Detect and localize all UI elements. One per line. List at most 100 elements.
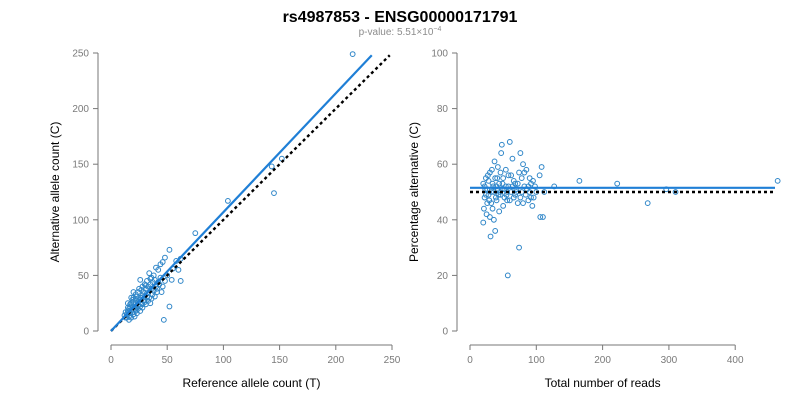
data-point: [483, 175, 489, 182]
data-point: [500, 175, 507, 182]
data-point: [530, 194, 537, 201]
data-point: [146, 270, 153, 277]
data-point: [516, 169, 522, 176]
y-tick-label: 250: [72, 49, 89, 60]
data-point: [492, 228, 499, 234]
x-tick-label: 250: [384, 355, 401, 366]
data-point: [526, 175, 533, 182]
x-tick-label: 200: [327, 355, 344, 366]
data-point: [520, 200, 526, 207]
data-point: [492, 194, 499, 201]
data-point: [162, 254, 168, 261]
data-point: [480, 180, 487, 187]
data-point: [517, 194, 524, 201]
data-point: [517, 150, 524, 156]
data-point: [142, 282, 149, 289]
x-tick-label: 50: [162, 355, 174, 366]
data-point: [480, 219, 487, 226]
data-point: [160, 316, 167, 323]
data-point: [520, 161, 526, 168]
data-point: [489, 180, 496, 187]
data-point: [509, 155, 516, 162]
y-tick-label: 150: [72, 160, 89, 171]
data-point: [518, 175, 525, 182]
data-point: [224, 197, 231, 204]
data-point: [500, 203, 507, 209]
data-point: [162, 278, 168, 284]
data-point: [529, 203, 536, 209]
data-point: [154, 289, 160, 295]
data-point: [538, 164, 545, 170]
data-point: [490, 216, 497, 223]
data-point: [128, 294, 135, 301]
x-axis-label: Total number of reads: [545, 376, 661, 390]
x-tick-label: 100: [215, 355, 232, 366]
data-point: [130, 289, 137, 295]
reference-line: [110, 54, 391, 332]
chart-subtitle: p-value: 5.51×10−4: [359, 26, 442, 38]
data-point: [486, 169, 493, 176]
data-point: [494, 164, 501, 170]
x-tick-label: 0: [467, 355, 473, 366]
data-point: [481, 205, 487, 212]
data-point: [499, 180, 506, 187]
data-point: [481, 194, 488, 201]
y-tick-label: 100: [431, 49, 448, 60]
data-point: [493, 197, 500, 204]
p-value-text: p-value: 5.51×10: [359, 27, 434, 38]
data-point: [497, 169, 504, 176]
data-point: [139, 304, 146, 311]
y-axis-label: Percentage alternative (C): [407, 122, 421, 262]
x-tick-label: 400: [727, 355, 744, 366]
data-point: [510, 194, 517, 201]
data-point: [506, 197, 513, 204]
y-tick-label: 20: [437, 271, 449, 282]
data-point: [514, 180, 521, 187]
y-tick-label: 80: [437, 104, 449, 115]
data-point: [537, 214, 544, 220]
data-point: [486, 214, 493, 220]
data-point: [137, 276, 144, 283]
data-point: [516, 244, 522, 251]
data-point: [514, 200, 521, 207]
data-point: [536, 172, 543, 179]
data-point: [130, 299, 137, 305]
x-tick-label: 150: [271, 355, 288, 366]
y-tick-label: 100: [72, 215, 89, 226]
data-point: [166, 303, 173, 310]
x-tick-label: 0: [108, 355, 114, 366]
data-point: [483, 191, 489, 198]
data-point: [175, 266, 182, 273]
data-point: [157, 261, 164, 268]
data-point: [489, 205, 496, 212]
data-point: [508, 172, 515, 179]
data-point: [504, 189, 511, 195]
data-point: [484, 200, 491, 207]
y-tick-label: 60: [437, 160, 449, 171]
data-point: [504, 272, 511, 279]
fit-line: [110, 54, 373, 332]
data-point: [166, 246, 173, 253]
data-point: [672, 189, 679, 195]
chart-title: rs4987853 - ENSG00000171791: [283, 9, 518, 26]
data-point: [488, 200, 495, 207]
data-point: [147, 275, 154, 282]
data-point: [644, 200, 651, 207]
data-point: [192, 230, 199, 237]
data-point: [133, 293, 140, 300]
y-tick-label: 50: [78, 271, 90, 282]
y-tick-label: 40: [437, 215, 449, 226]
data-point: [498, 141, 505, 148]
x-tick-label: 200: [594, 355, 611, 366]
data-point: [512, 191, 518, 198]
data-point: [268, 163, 275, 170]
data-point: [506, 139, 513, 145]
data-point: [774, 177, 781, 184]
data-point: [487, 233, 494, 240]
data-point: [494, 175, 501, 182]
data-point: [525, 197, 532, 204]
data-point: [151, 293, 158, 300]
data-point: [576, 177, 583, 184]
